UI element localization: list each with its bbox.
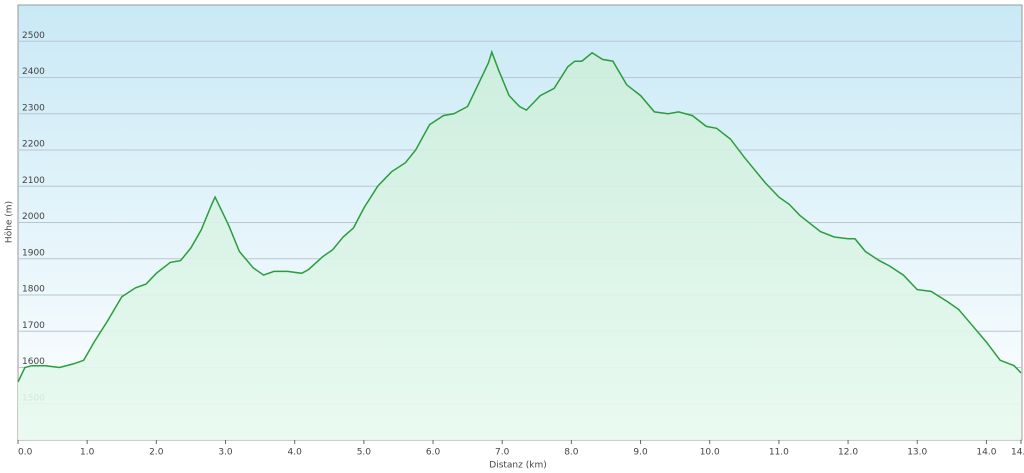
x-tick-label: 0.0 <box>18 448 33 458</box>
y-tick-label: 1800 <box>22 285 45 295</box>
elevation-area <box>18 52 1021 440</box>
y-tick-label: 2000 <box>22 212 45 222</box>
x-tick-label: 5.0 <box>357 448 372 458</box>
x-tick-label: 3.0 <box>218 448 233 458</box>
x-tick-label: 10.0 <box>700 448 720 458</box>
x-tick-label: 1.0 <box>80 448 95 458</box>
x-tick-label: 14.5 <box>1011 448 1024 458</box>
y-tick-label: 1900 <box>22 248 45 258</box>
x-tick-label: 13.0 <box>907 448 927 458</box>
x-tick-label: 4.0 <box>288 448 303 458</box>
x-tick-label: 7.0 <box>495 448 510 458</box>
y-tick-label: 2100 <box>22 176 45 186</box>
y-tick-label: 1700 <box>22 321 45 331</box>
elevation-line <box>17 49 1022 383</box>
y-tick-label: 2400 <box>22 67 45 77</box>
x-axis-label: Distanz (km) <box>489 461 546 471</box>
x-tick-label: 9.0 <box>633 448 648 458</box>
x-tick-label: 2.0 <box>149 448 164 458</box>
x-tick-label: 6.0 <box>426 448 441 458</box>
x-tick-label: 12.0 <box>838 448 858 458</box>
y-tick-label: 2300 <box>22 103 45 113</box>
x-tick-label: 14.0 <box>976 448 996 458</box>
y-tick-label: 1600 <box>22 357 45 367</box>
y-axis-label: Höhe (m) <box>5 201 15 243</box>
x-tick-label: 11.0 <box>769 448 789 458</box>
y-tick-label: 2500 <box>22 31 45 41</box>
y-tick-label: 2200 <box>22 140 45 150</box>
x-tick-label: 8.0 <box>564 448 579 458</box>
